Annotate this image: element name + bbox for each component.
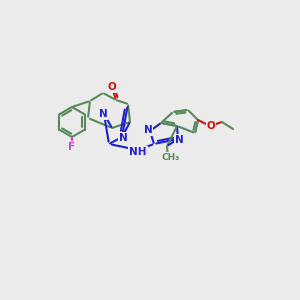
Text: N: N bbox=[99, 109, 107, 119]
Text: F: F bbox=[68, 142, 76, 152]
Text: N: N bbox=[175, 135, 183, 145]
Text: CH₃: CH₃ bbox=[162, 152, 180, 161]
Text: NH: NH bbox=[129, 147, 147, 157]
Text: O: O bbox=[108, 82, 116, 92]
Text: N: N bbox=[144, 125, 152, 135]
Text: O: O bbox=[207, 121, 215, 131]
Text: N: N bbox=[118, 133, 127, 143]
